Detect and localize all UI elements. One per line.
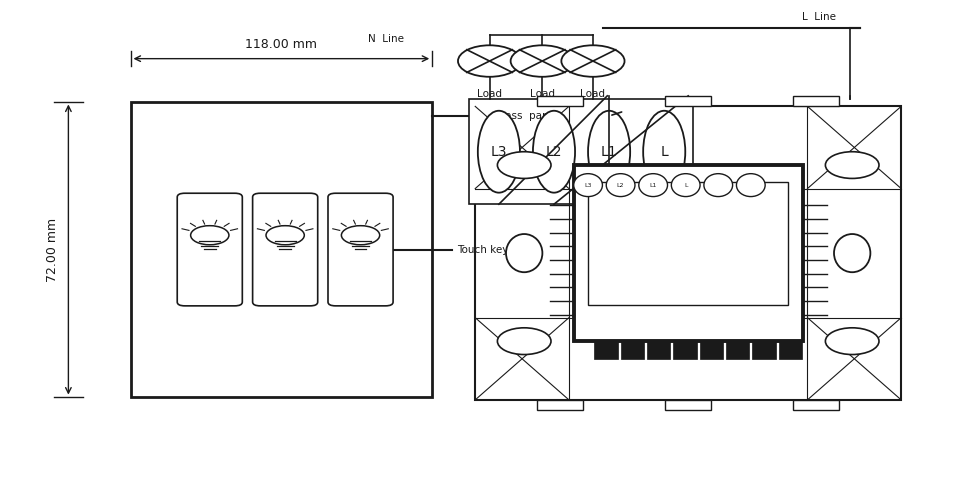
Circle shape [826,152,879,179]
FancyBboxPatch shape [538,400,584,410]
Circle shape [562,45,625,77]
Circle shape [826,328,879,355]
FancyBboxPatch shape [726,341,750,360]
Ellipse shape [736,174,765,197]
FancyBboxPatch shape [475,107,901,400]
Text: L1: L1 [650,182,657,188]
Text: Glass  panel: Glass panel [494,111,559,121]
Text: 72.00 mm: 72.00 mm [46,217,59,282]
FancyBboxPatch shape [131,102,432,397]
Text: L1: L1 [601,144,617,159]
Text: 118.00 mm: 118.00 mm [246,38,318,51]
Ellipse shape [506,234,542,272]
FancyBboxPatch shape [793,96,839,107]
Ellipse shape [643,111,685,192]
Circle shape [266,226,304,245]
Text: Touch key: Touch key [457,244,509,254]
FancyBboxPatch shape [594,341,618,360]
Text: L: L [660,144,668,159]
FancyBboxPatch shape [538,96,584,107]
Circle shape [191,226,228,245]
Text: L3: L3 [491,144,507,159]
FancyBboxPatch shape [753,341,776,360]
Text: L2: L2 [545,144,563,159]
FancyBboxPatch shape [673,341,697,360]
Ellipse shape [607,174,635,197]
FancyBboxPatch shape [621,341,644,360]
Circle shape [497,328,551,355]
FancyBboxPatch shape [328,193,393,306]
Text: L  Line: L Line [803,12,836,22]
FancyBboxPatch shape [793,400,839,410]
Text: L3: L3 [585,182,591,188]
Circle shape [458,45,521,77]
FancyBboxPatch shape [700,341,723,360]
Ellipse shape [588,111,630,192]
Ellipse shape [671,174,700,197]
Text: L2: L2 [617,182,624,188]
Ellipse shape [704,174,732,197]
FancyBboxPatch shape [665,96,711,107]
FancyBboxPatch shape [588,182,788,305]
Ellipse shape [638,174,667,197]
Ellipse shape [834,234,871,272]
FancyBboxPatch shape [665,400,711,410]
FancyBboxPatch shape [574,165,803,341]
Text: Load: Load [477,89,502,99]
Ellipse shape [478,111,520,192]
FancyBboxPatch shape [779,341,803,360]
Ellipse shape [574,174,603,197]
Text: N  Line: N Line [368,34,404,44]
FancyBboxPatch shape [178,193,242,306]
Text: Load: Load [581,89,606,99]
Circle shape [342,226,380,245]
FancyBboxPatch shape [647,341,670,360]
Circle shape [497,152,551,179]
Text: L: L [684,182,687,188]
FancyBboxPatch shape [468,99,693,204]
Text: Load: Load [530,89,555,99]
FancyBboxPatch shape [252,193,318,306]
Circle shape [511,45,574,77]
Ellipse shape [533,111,575,192]
